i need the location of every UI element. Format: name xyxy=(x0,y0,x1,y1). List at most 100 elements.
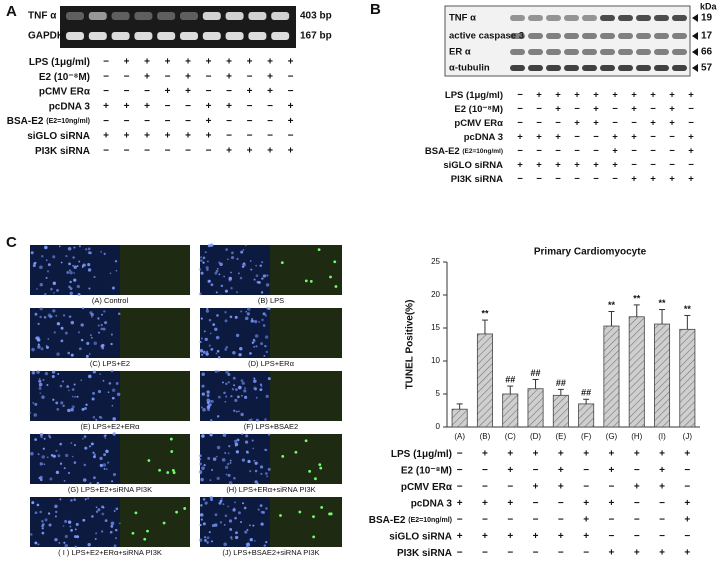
nucleus xyxy=(73,535,77,538)
nucleus xyxy=(206,260,209,263)
nucleus xyxy=(199,462,202,466)
nucleus xyxy=(112,472,117,477)
nucleus xyxy=(215,352,218,355)
treatment-sign: − xyxy=(482,548,488,559)
treatment-sign: − xyxy=(555,174,561,185)
treatment-sign: + xyxy=(688,174,694,185)
nucleus xyxy=(92,370,96,374)
treatment-sign: + xyxy=(226,101,232,112)
nucleus xyxy=(37,343,40,346)
treatment-sign: − xyxy=(634,531,640,542)
treatment-sign: − xyxy=(124,116,130,127)
nucleus xyxy=(204,337,208,342)
nucleus xyxy=(217,370,220,373)
nucleus xyxy=(60,261,63,264)
nucleus xyxy=(225,382,228,385)
nucleus xyxy=(259,388,263,392)
nucleus xyxy=(259,264,262,267)
nucleus xyxy=(243,389,247,393)
nucleus xyxy=(200,477,204,482)
nucleus xyxy=(206,405,211,410)
nucleus xyxy=(240,310,243,313)
nucleus xyxy=(56,288,59,292)
treatment-sign: − xyxy=(517,90,523,101)
nucleus xyxy=(201,384,205,388)
nucleus xyxy=(52,398,55,401)
nucleus xyxy=(230,271,232,274)
nucleus xyxy=(199,454,202,458)
treatment-sign: − xyxy=(583,548,589,559)
nucleus xyxy=(86,341,90,346)
nucleus xyxy=(88,374,92,379)
nucleus xyxy=(73,272,76,274)
treatment-sign: + xyxy=(558,531,564,542)
treatment-sign: − xyxy=(612,174,618,185)
blot-band xyxy=(618,65,633,71)
treatment-sign: + xyxy=(185,86,191,97)
nucleus xyxy=(229,315,233,319)
nucleus xyxy=(93,341,98,346)
treatment-sign: + xyxy=(206,101,212,112)
nucleus xyxy=(264,472,268,475)
nucleus xyxy=(223,391,226,395)
nucleus xyxy=(227,258,229,260)
nucleus xyxy=(73,498,76,502)
nucleus xyxy=(111,404,114,407)
y-tick-label: 25 xyxy=(431,257,440,266)
nucleus xyxy=(246,543,251,547)
nucleus xyxy=(105,449,109,454)
treatment-sign: + xyxy=(684,449,690,460)
nucleus xyxy=(265,350,269,354)
gel-band xyxy=(271,32,290,40)
nucleus xyxy=(240,379,244,382)
nucleus xyxy=(91,515,94,518)
nucleus xyxy=(81,266,84,268)
nucleus xyxy=(255,418,259,422)
nucleus xyxy=(73,444,76,447)
nucleus xyxy=(209,419,213,422)
nucleus xyxy=(45,259,48,262)
image-caption: (A) Control xyxy=(92,296,129,305)
blot-band xyxy=(600,15,615,21)
treatment-sign: − xyxy=(555,118,561,129)
nucleus xyxy=(47,263,51,267)
treatment-sign: − xyxy=(124,86,130,97)
nucleus xyxy=(265,507,268,510)
treatment-sign: − xyxy=(533,465,539,476)
blot-band xyxy=(636,49,651,55)
treatment-label: pCMV ERα xyxy=(401,482,453,493)
treatment-sign: + xyxy=(659,465,665,476)
nucleus xyxy=(90,315,93,318)
nucleus xyxy=(224,348,227,351)
nucleus xyxy=(244,530,248,534)
nucleus xyxy=(89,482,92,485)
treatment-sign: + xyxy=(267,86,273,97)
treatment-sign: + xyxy=(609,465,615,476)
nucleus xyxy=(264,418,267,421)
nucleus xyxy=(34,511,38,515)
treatment-name: PI3K siRNA xyxy=(35,145,90,156)
nucleus xyxy=(64,534,68,539)
gel-band xyxy=(180,12,198,20)
nucleus xyxy=(253,540,256,542)
nucleus xyxy=(85,403,88,406)
nucleus xyxy=(211,540,213,543)
gel-size-label: 403 bp xyxy=(300,11,332,22)
nucleus xyxy=(244,244,247,247)
nucleus xyxy=(235,388,238,391)
nucleus xyxy=(56,352,60,356)
treatment-sign: − xyxy=(631,146,637,157)
nucleus xyxy=(74,528,77,531)
blot-arrow xyxy=(692,14,698,22)
nucleus xyxy=(205,352,209,356)
nucleus xyxy=(232,350,236,355)
nucleus xyxy=(34,438,37,441)
nucleus xyxy=(206,350,209,353)
nucleus xyxy=(31,370,36,375)
nucleus xyxy=(46,456,49,459)
nucleus xyxy=(41,395,45,399)
treatment-sign: − xyxy=(684,531,690,542)
nucleus xyxy=(199,472,202,475)
nucleus xyxy=(78,245,82,248)
tunel-dot xyxy=(134,511,138,515)
